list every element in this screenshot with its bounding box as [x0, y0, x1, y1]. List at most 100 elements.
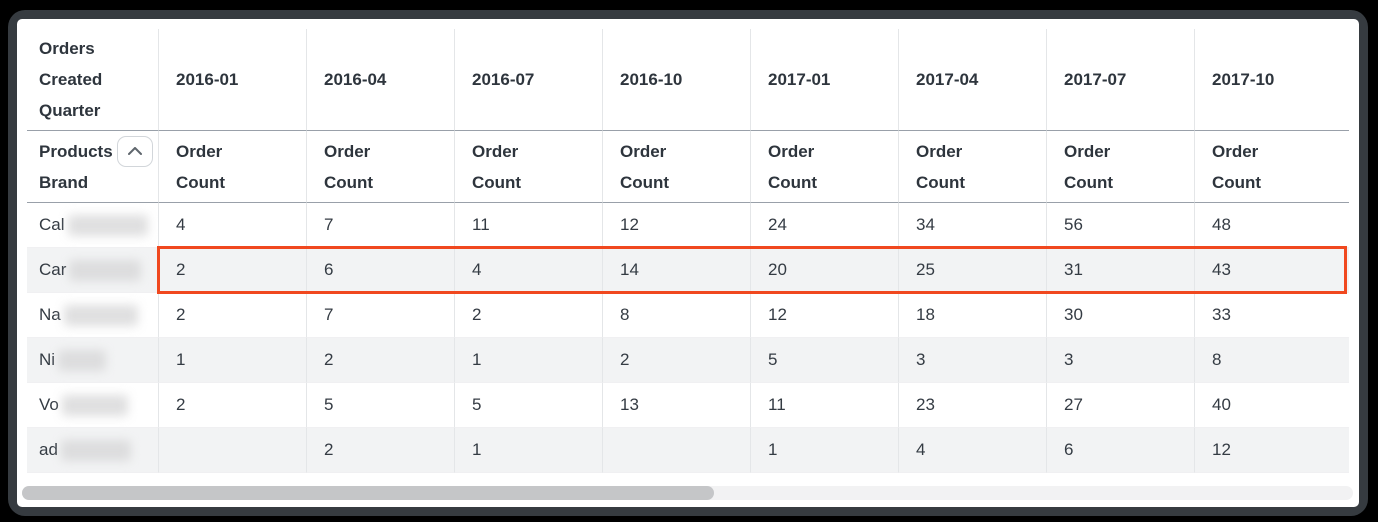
column-header-2016-04[interactable]: 2016-04: [306, 29, 454, 131]
redacted-label-blur: [63, 304, 138, 326]
row-label-text: Na: [39, 305, 61, 324]
measure-header-2016-04[interactable]: Order Count: [306, 131, 454, 203]
value-cell: 4: [454, 248, 602, 293]
value-cell: 11: [454, 203, 602, 248]
table-sheet: Orders Created Quarter 2016-01 2016-04 2016…: [17, 19, 1359, 507]
row-label: Car: [27, 248, 158, 293]
value-cell: 2: [306, 428, 454, 473]
value-cell: 1: [750, 428, 898, 473]
value-cell: 31: [1046, 248, 1194, 293]
value-cell: 2: [602, 338, 750, 383]
value-cell: 33: [1194, 293, 1349, 338]
value-cell: 25: [898, 248, 1046, 293]
value-cell: 5: [750, 338, 898, 383]
redacted-label-blur: [67, 214, 148, 236]
value-cell: 2: [306, 338, 454, 383]
redacted-label-blur: [60, 439, 131, 461]
measure-header-2016-07[interactable]: Order Count: [454, 131, 602, 203]
row-label: Na: [27, 293, 158, 338]
measure-header-label: Order Count: [176, 141, 226, 192]
row-dimension-label-line2: Brand: [39, 172, 89, 192]
column-header-2017-07[interactable]: 2017-07: [1046, 29, 1194, 131]
row-label: Ni: [27, 338, 158, 383]
value-cell: 1: [454, 428, 602, 473]
value-cell: 24: [750, 203, 898, 248]
value-cell: 40: [1194, 383, 1349, 428]
value-cell: 30: [1046, 293, 1194, 338]
row-label-text: ad: [39, 440, 58, 459]
measure-header-label: Order Count: [1212, 141, 1262, 192]
value-cell: 4: [898, 428, 1046, 473]
redacted-label-blur: [69, 259, 142, 281]
measure-header-2017-01[interactable]: Order Count: [750, 131, 898, 203]
value-cell: 13: [602, 383, 750, 428]
value-cell: [158, 428, 306, 473]
horizontal-scrollbar-track[interactable]: [22, 486, 1353, 500]
horizontal-scrollbar-thumb[interactable]: [22, 486, 715, 500]
measure-header-2017-07[interactable]: Order Count: [1046, 131, 1194, 203]
column-header-2017-10[interactable]: 2017-10: [1194, 29, 1349, 131]
value-cell: 6: [1046, 428, 1194, 473]
measure-header-label: Order Count: [620, 141, 670, 192]
measure-header-2017-04[interactable]: Order Count: [898, 131, 1046, 203]
value-cell: 2: [158, 383, 306, 428]
measure-header-2017-10[interactable]: Order Count: [1194, 131, 1349, 203]
value-cell: 4: [158, 203, 306, 248]
column-header-2017-01[interactable]: 2017-01: [750, 29, 898, 131]
value-cell: 27: [1046, 383, 1194, 428]
value-cell: 7: [306, 293, 454, 338]
corner-header: Orders Created Quarter: [27, 29, 158, 131]
column-header-2016-10[interactable]: 2016-10: [602, 29, 750, 131]
column-header-2017-04[interactable]: 2017-04: [898, 29, 1046, 131]
value-cell: 20: [750, 248, 898, 293]
redacted-label-blur: [61, 394, 128, 416]
table-wrap: Orders Created Quarter 2016-01 2016-04 2016…: [27, 29, 1349, 473]
value-cell: 14: [602, 248, 750, 293]
chevron-up-icon: [127, 147, 142, 155]
value-cell: [602, 428, 750, 473]
value-cell: 2: [158, 248, 306, 293]
value-cell: 1: [158, 338, 306, 383]
value-cell: 5: [306, 383, 454, 428]
row-dimension-header[interactable]: Products Brand: [27, 131, 158, 203]
value-cell: 12: [602, 203, 750, 248]
value-cell: 56: [1046, 203, 1194, 248]
value-cell: 12: [750, 293, 898, 338]
column-header-2016-01[interactable]: 2016-01: [158, 29, 306, 131]
measure-header-2016-10[interactable]: Order Count: [602, 131, 750, 203]
value-cell: 48: [1194, 203, 1349, 248]
measure-header-label: Order Count: [1064, 141, 1114, 192]
row-dimension-label: Products: [39, 141, 113, 161]
value-cell: 7: [306, 203, 454, 248]
value-cell: 18: [898, 293, 1046, 338]
value-cell: 8: [602, 293, 750, 338]
value-cell: 2: [454, 293, 602, 338]
column-header-2016-07[interactable]: 2016-07: [454, 29, 602, 131]
row-label-text: Cal: [39, 215, 65, 234]
measure-header-2016-01[interactable]: Order Count: [158, 131, 306, 203]
value-cell: 12: [1194, 428, 1349, 473]
value-cell: 3: [1046, 338, 1194, 383]
value-cell: 5: [454, 383, 602, 428]
measure-header-label: Order Count: [472, 141, 522, 192]
app-window: Orders Created Quarter 2016-01 2016-04 2016…: [8, 10, 1368, 516]
redacted-label-blur: [58, 349, 107, 371]
pivot-table: Orders Created Quarter 2016-01 2016-04 2016…: [27, 29, 1349, 473]
measure-header-label: Order Count: [324, 141, 374, 192]
value-cell: 2: [158, 293, 306, 338]
value-cell: 34: [898, 203, 1046, 248]
value-cell: 3: [898, 338, 1046, 383]
value-cell: 43: [1194, 248, 1349, 293]
row-label-text: Ni: [39, 350, 56, 369]
sort-button[interactable]: [116, 135, 153, 167]
row-label: Vo: [27, 383, 158, 428]
value-cell: 1: [454, 338, 602, 383]
row-label: ad: [27, 428, 158, 473]
value-cell: 23: [898, 383, 1046, 428]
row-label: Cal: [27, 203, 158, 248]
value-cell: 6: [306, 248, 454, 293]
value-cell: 11: [750, 383, 898, 428]
measure-header-label: Order Count: [768, 141, 818, 192]
row-label-text: Vo: [39, 395, 59, 414]
measure-header-label: Order Count: [916, 141, 966, 192]
